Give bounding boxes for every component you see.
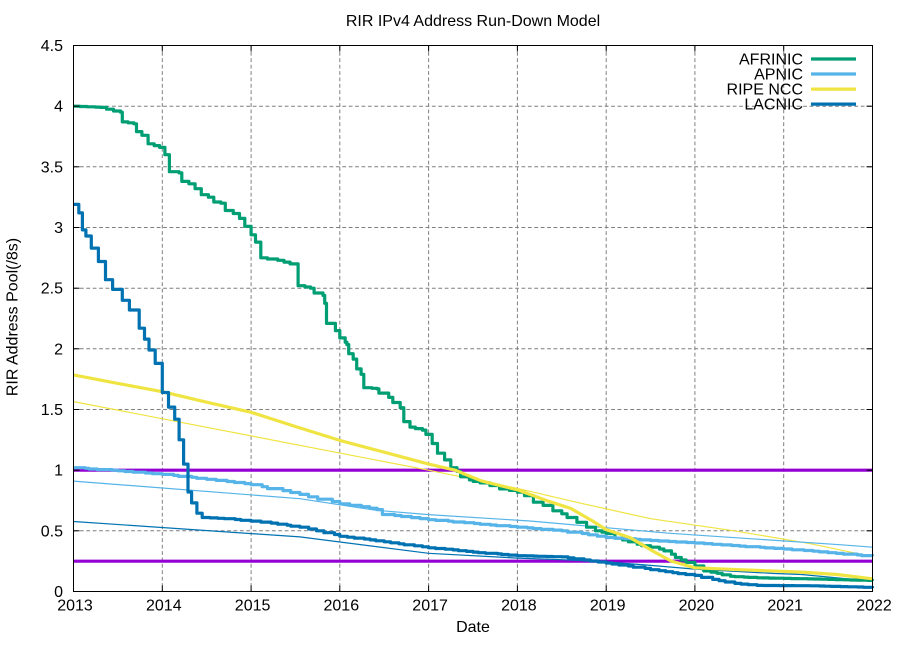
svg-text:3: 3 bbox=[54, 220, 63, 237]
svg-text:2016: 2016 bbox=[324, 598, 360, 615]
svg-text:1.5: 1.5 bbox=[41, 402, 63, 419]
svg-text:2022: 2022 bbox=[856, 598, 892, 615]
svg-text:2021: 2021 bbox=[767, 598, 803, 615]
svg-text:2: 2 bbox=[54, 341, 63, 358]
svg-text:APNIC: APNIC bbox=[754, 67, 803, 84]
svg-text:RIPE NCC: RIPE NCC bbox=[727, 82, 803, 99]
svg-text:2019: 2019 bbox=[590, 598, 626, 615]
svg-text:Date: Date bbox=[456, 619, 490, 636]
svg-text:2015: 2015 bbox=[235, 598, 271, 615]
svg-text:RIR Address Pool(/8s): RIR Address Pool(/8s) bbox=[5, 238, 22, 396]
svg-text:2018: 2018 bbox=[501, 598, 537, 615]
svg-text:0.5: 0.5 bbox=[41, 523, 63, 540]
svg-text:2017: 2017 bbox=[412, 598, 448, 615]
svg-text:LACNIC: LACNIC bbox=[744, 97, 803, 114]
svg-text:3.5: 3.5 bbox=[41, 159, 63, 176]
svg-text:4.5: 4.5 bbox=[41, 38, 63, 55]
svg-text:2020: 2020 bbox=[679, 598, 715, 615]
svg-text:2013: 2013 bbox=[57, 598, 93, 615]
svg-text:1: 1 bbox=[54, 463, 63, 480]
svg-text:2.5: 2.5 bbox=[41, 281, 63, 298]
svg-text:4: 4 bbox=[54, 99, 63, 116]
svg-text:0: 0 bbox=[54, 584, 63, 601]
svg-text:RIR IPv4 Address Run-Down Mode: RIR IPv4 Address Run-Down Model bbox=[346, 13, 600, 30]
svg-text:AFRINIC: AFRINIC bbox=[739, 52, 803, 69]
svg-text:2014: 2014 bbox=[146, 598, 182, 615]
